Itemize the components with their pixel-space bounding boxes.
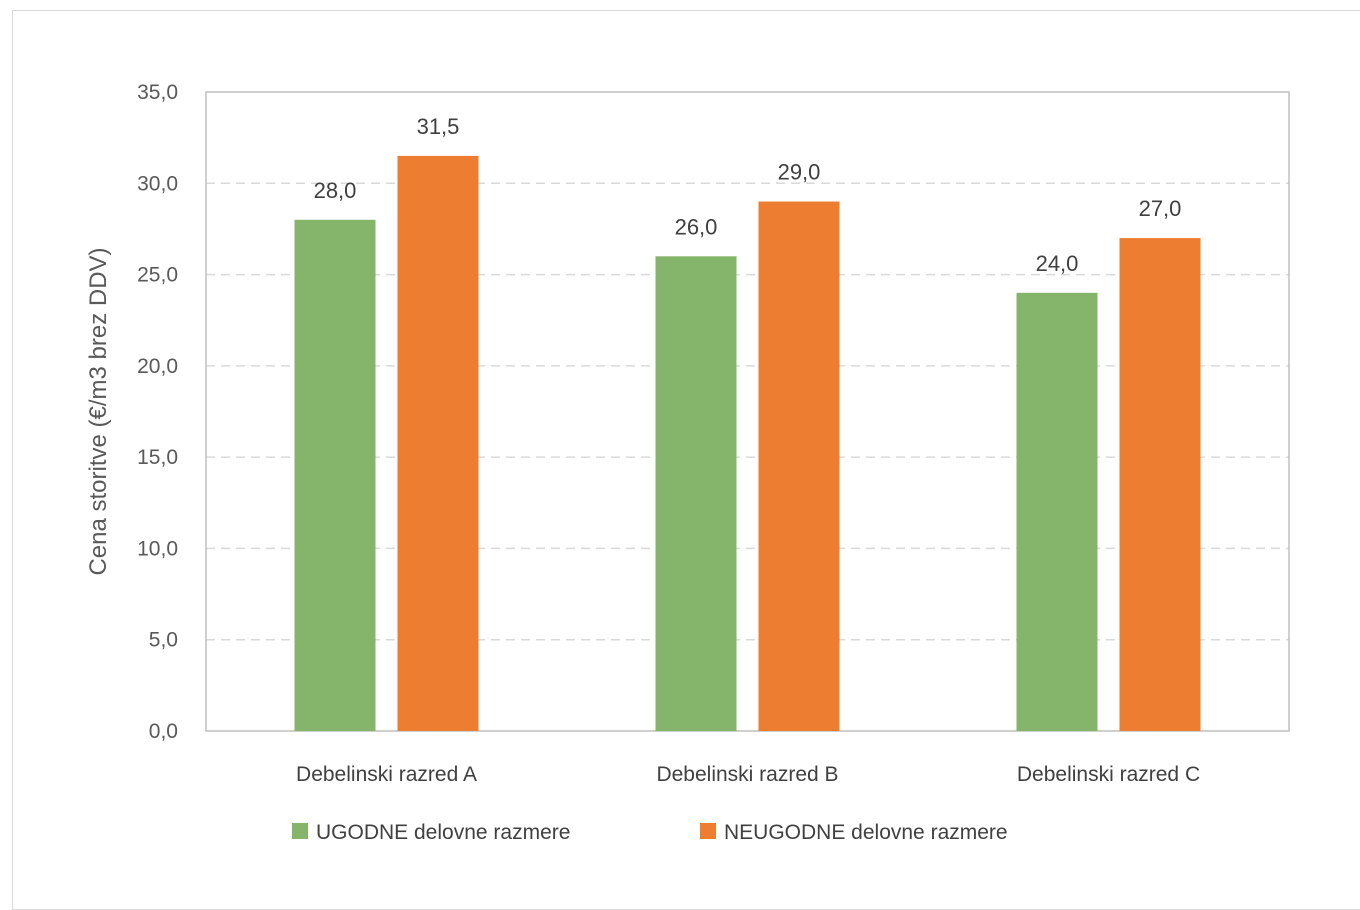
- y-tick-label: 35,0: [137, 81, 178, 104]
- bar-neugodne-1: [397, 155, 479, 731]
- category-labels: Debelinski razred A Debelinski razred B De…: [296, 763, 1200, 786]
- legend-item-neugodne: NEUGODNE delovne razmere: [700, 821, 1008, 844]
- legend: UGODNE delovne razmere NEUGODNE delovne r…: [292, 821, 1008, 844]
- y-tick-labels: 0,0 5,0 10,0 15,0 20,0 25,0 30,0 35,0: [137, 81, 178, 743]
- y-tick-label: 15,0: [137, 446, 178, 469]
- bar-neugodne-3: [1119, 238, 1201, 732]
- y-tick-label: 0,0: [149, 720, 178, 743]
- y-tick-label: 20,0: [137, 355, 178, 378]
- data-label: 29,0: [778, 160, 821, 185]
- bar-ugodne-3: [1016, 292, 1098, 731]
- legend-label: NEUGODNE delovne razmere: [724, 821, 1008, 844]
- y-tick-label: 10,0: [137, 537, 178, 560]
- bar-ugodne-2: [655, 256, 737, 731]
- data-label: 24,0: [1036, 251, 1079, 276]
- legend-item-ugodne: UGODNE delovne razmere: [292, 821, 570, 844]
- x-category-label: Debelinski razred A: [296, 763, 477, 786]
- y-tick-label: 30,0: [137, 172, 178, 195]
- data-label: 26,0: [675, 214, 718, 239]
- x-category-label: Debelinski razred B: [656, 763, 838, 786]
- plot-area-border: [205, 91, 1290, 732]
- data-label: 28,0: [314, 178, 357, 203]
- gridlines: [206, 182, 1289, 641]
- bar-ugodne-1: [294, 219, 376, 732]
- data-label: 31,5: [417, 114, 460, 139]
- legend-swatch: [700, 823, 716, 839]
- bar-chart: 28,0 31,5 26,0 29,0 24,0 27,0 0,0 5,0 10,0 15,0 2…: [85, 81, 1290, 844]
- y-axis-title: Cena storitve (€/m3 brez DDV): [85, 247, 112, 575]
- x-category-label: Debelinski razred C: [1017, 763, 1200, 786]
- bars: 28,0 31,5 26,0 29,0 24,0 27,0: [294, 114, 1201, 732]
- data-label: 27,0: [1139, 196, 1182, 221]
- y-tick-label: 25,0: [137, 264, 178, 287]
- y-tick-label: 5,0: [149, 629, 178, 652]
- legend-swatch: [292, 823, 308, 839]
- legend-label: UGODNE delovne razmere: [316, 821, 570, 844]
- bar-neugodne-2: [758, 201, 840, 732]
